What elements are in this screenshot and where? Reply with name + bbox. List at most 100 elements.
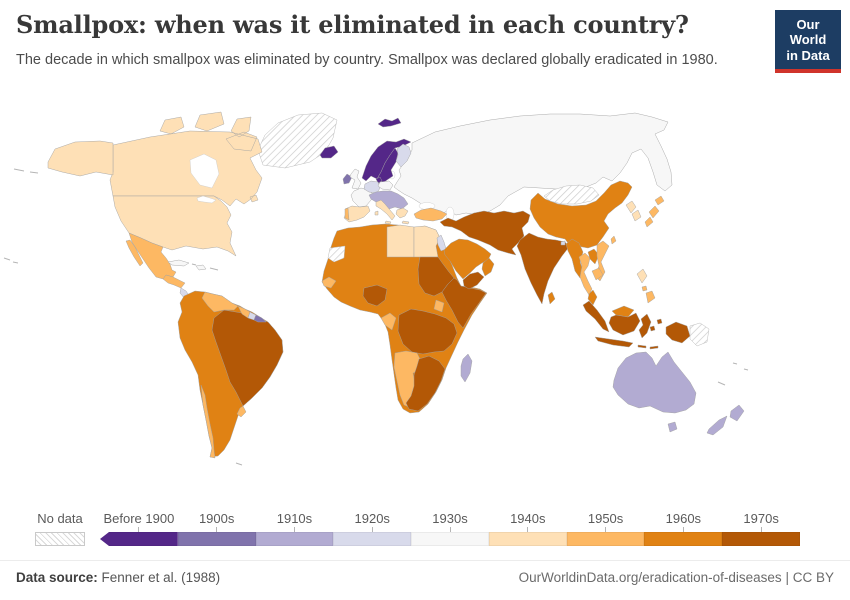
legend-swatch (255, 532, 334, 546)
legend-segment-1960s[interactable]: 1960s (644, 511, 723, 546)
country-mexico[interactable] (125, 232, 177, 280)
country-malaysia[interactable] (587, 289, 635, 318)
country-canada[interactable] (109, 111, 263, 207)
country-gabon-congo[interactable] (380, 312, 397, 331)
footer-link[interactable]: OurWorldinData.org/eradication-of-diseas… (518, 570, 782, 585)
legend-tick (605, 527, 607, 532)
legend-segment-1940s[interactable]: 1940s (488, 511, 567, 546)
legend-no-data[interactable]: No data (35, 511, 85, 546)
page-title: Smallpox: when was it eliminated in each… (16, 10, 689, 39)
country-indonesia[interactable] (582, 300, 691, 350)
country-new-zealand[interactable] (706, 404, 745, 436)
country-french-guiana[interactable] (253, 314, 267, 323)
legend-segment-1900s[interactable]: 1900s (177, 511, 256, 546)
country-portugal[interactable] (344, 207, 350, 221)
country-mongolia[interactable] (543, 184, 600, 205)
country-soviet-union[interactable] (393, 112, 673, 217)
owid-logo-line2: in Data (786, 47, 830, 63)
country-venezuela[interactable] (201, 291, 239, 313)
footer-right: OurWorldinData.org/eradication-of-diseas… (519, 570, 834, 585)
country-uruguay[interactable] (236, 405, 247, 418)
country-drcongo-tanzania[interactable] (397, 308, 458, 355)
data-source-label: Data source: (16, 570, 98, 585)
country-chile[interactable] (200, 384, 216, 459)
country-syria-iraq-iran-afghanistan-pakistan[interactable] (439, 210, 531, 256)
country-madagascar[interactable] (460, 353, 473, 383)
country-australia[interactable] (612, 351, 697, 433)
country-southern-africa[interactable] (405, 355, 446, 412)
country-nigeria[interactable] (362, 284, 388, 307)
country-denmark[interactable] (375, 176, 383, 184)
legend-swatch (488, 532, 567, 546)
country-svalbard[interactable] (377, 117, 402, 128)
owid-logo[interactable]: Our World in Data (775, 10, 841, 73)
country-uganda[interactable] (433, 299, 445, 313)
country-yemen[interactable] (462, 271, 485, 290)
data-source-value: Fenner et al. (1988) (101, 570, 221, 585)
country-senegal-guinea[interactable] (321, 276, 337, 289)
legend-segment-1920s[interactable]: 1920s (333, 511, 412, 546)
country-north-korea[interactable] (625, 200, 637, 214)
country-greenland[interactable] (257, 112, 338, 169)
country-italy[interactable] (374, 199, 396, 225)
legend-tick (216, 527, 218, 532)
legend-segment-before-1900[interactable]: Before 1900 (100, 511, 178, 546)
legend-segment-1950s[interactable]: 1950s (566, 511, 645, 546)
country-ethiopia-somalia[interactable] (441, 277, 487, 329)
country-guatemala-honduras[interactable] (162, 274, 186, 289)
country-greece[interactable] (395, 207, 410, 225)
country-cambodia[interactable] (591, 267, 604, 281)
country-spain[interactable] (343, 205, 371, 223)
owid-logo-line1: Our World (789, 17, 827, 48)
country-laos[interactable] (587, 248, 600, 265)
legend-segment-1930s[interactable]: 1930s (411, 511, 489, 546)
country-south-korea[interactable] (631, 209, 642, 222)
legend-label: 1920s (354, 511, 390, 526)
legend-segment-1970s[interactable]: 1970s (722, 511, 801, 546)
country-libya[interactable] (386, 224, 415, 258)
chart-subtitle: The decade in which smallpox was elimina… (16, 52, 718, 68)
country-united-kingdom[interactable] (349, 168, 362, 190)
legend-label: 1940s (510, 511, 546, 526)
legend-label: Before 1900 (103, 511, 175, 526)
country-sri-lanka[interactable] (547, 291, 556, 305)
country-india-nepal-bangladesh[interactable] (516, 232, 570, 305)
country-central-europe-balkans[interactable] (368, 190, 409, 210)
legend-tick (449, 527, 451, 532)
country-finland[interactable] (395, 143, 412, 168)
country-ireland[interactable] (342, 173, 353, 185)
country-iceland[interactable] (319, 145, 339, 159)
legend-swatch (177, 532, 256, 546)
legend-swatch (333, 532, 412, 546)
legend-swatch (644, 532, 723, 546)
country-oman[interactable] (481, 257, 495, 277)
hudson-bay (189, 153, 220, 189)
country-western-sahara[interactable] (327, 245, 346, 263)
country-taiwan[interactable] (610, 235, 617, 245)
legend-swatch (722, 532, 801, 546)
country-philippines-luzon[interactable] (636, 268, 648, 284)
country-thailand[interactable] (578, 252, 593, 296)
legend-segment-1910s[interactable]: 1910s (255, 511, 334, 546)
country-china[interactable] (529, 180, 633, 249)
country-egypt[interactable] (413, 225, 441, 258)
legend-tick (760, 527, 762, 532)
legend-label: 1930s (432, 511, 468, 526)
map-legend: No data Before 1900 1900s 1910s 1920s 1930s 1… (0, 511, 850, 555)
legend-label: 1950s (587, 511, 624, 526)
legend-label: 1900s (198, 511, 235, 526)
country-bhutan[interactable] (560, 240, 566, 246)
country-papua-new-guinea[interactable] (689, 322, 710, 347)
country-germany[interactable] (363, 180, 381, 194)
country-japan[interactable] (644, 195, 665, 228)
great-lakes (196, 195, 217, 204)
country-hispaniola[interactable] (195, 264, 207, 271)
legend-tick (138, 527, 140, 532)
country-poland[interactable] (377, 180, 394, 191)
legend-bar: Before 1900 1900s 1910s 1920s 1930s 1940s 1950… (100, 511, 801, 546)
legend-label: 1970s (743, 511, 779, 526)
country-philippines-south[interactable] (641, 285, 656, 304)
country-turkey[interactable] (413, 207, 448, 222)
country-cuba[interactable] (167, 259, 190, 267)
